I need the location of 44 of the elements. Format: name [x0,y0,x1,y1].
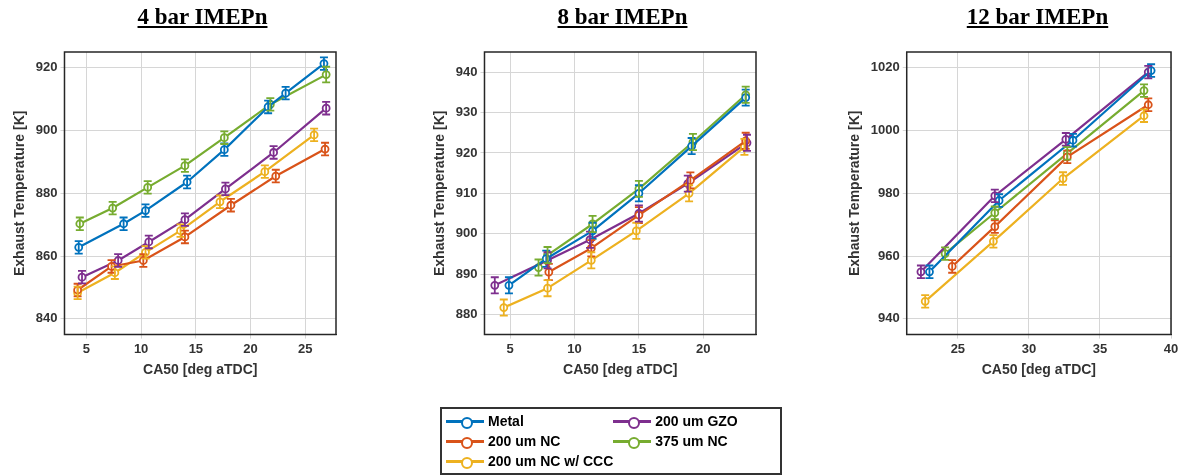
legend-label: 200 um NC w/ CCC [488,453,614,469]
y-axis-title: Exhaust Temperature [K] [431,110,448,277]
x-tick-label: 20 [696,340,711,356]
y-tick-label: 1020 [870,59,900,75]
x-tick-label: 10 [567,340,582,356]
chart-title: 4 bar IMEPn [136,4,269,30]
y-tick-label: 910 [455,184,478,200]
y-axis-title: Exhaust Temperature [K] [11,110,28,277]
legend-label: 200 um GZO [655,413,738,429]
y-tick-label: 880 [455,305,478,321]
x-tick-label: 40 [1163,340,1179,356]
legend-label: 375 um NC [655,433,728,449]
y-tick-label: 960 [878,247,900,263]
x-tick-label: 25 [298,340,313,356]
y-tick-label: 890 [455,265,478,281]
y-tick-label: 930 [455,104,478,120]
legend-label: Metal [488,413,524,429]
x-tick-label: 15 [631,340,647,356]
x-axis-title: CA50 [deg aTDC] [563,361,678,378]
x-tick-label: 20 [243,340,258,356]
y-tick-label: 980 [878,184,900,200]
x-tick-label: 25 [950,340,966,356]
y-tick-label: 900 [35,122,58,138]
chart-title: 12 bar IMEPn [965,4,1110,30]
y-tick-label: 940 [878,310,900,326]
y-tick-label: 880 [35,184,58,200]
x-tick-label: 5 [506,340,514,356]
y-tick-label: 1000 [870,122,900,138]
x-tick-label: 35 [1092,340,1108,356]
y-tick-label: 840 [35,310,58,326]
x-tick-label: 15 [188,340,204,356]
y-tick-label: 940 [455,63,478,79]
y-tick-label: 920 [35,59,58,75]
x-tick-label: 5 [82,340,90,356]
x-tick-label: 10 [133,340,149,356]
y-tick-label: 920 [455,144,478,160]
y-tick-label: 860 [35,247,58,263]
chart-title: 8 bar IMEPn [556,4,689,30]
legend-label: 200 um NC [488,433,561,449]
x-axis-title: CA50 [deg aTDC] [981,361,1097,378]
x-axis-title: CA50 [deg aTDC] [143,361,258,378]
y-axis-title: Exhaust Temperature [K] [846,110,863,277]
x-tick-label: 30 [1021,340,1037,356]
y-tick-label: 900 [455,225,478,241]
